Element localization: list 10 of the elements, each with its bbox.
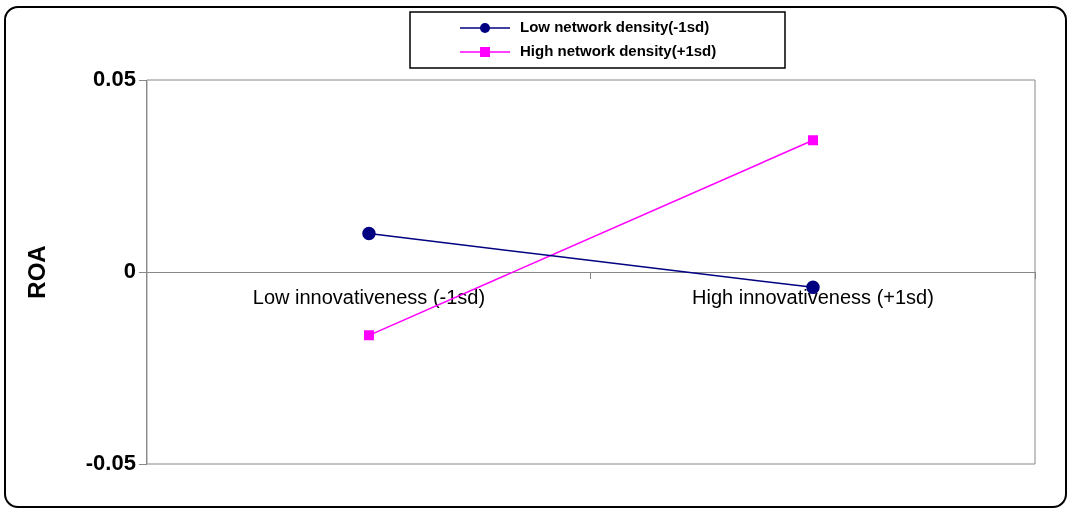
y-axis-title: ROA [23,245,51,299]
y-tick-label: 0.05 [93,66,136,92]
legend-label: Low network density(-1sd) [520,18,710,36]
legend-label: High network density(+1sd) [520,42,717,60]
y-tick-label: -0.05 [85,450,136,476]
point [362,226,376,241]
point [807,135,818,146]
x-tick-label: High innovativeness (+1sd) [692,285,934,308]
point [363,330,374,341]
y-tick-label: 0 [123,258,136,284]
